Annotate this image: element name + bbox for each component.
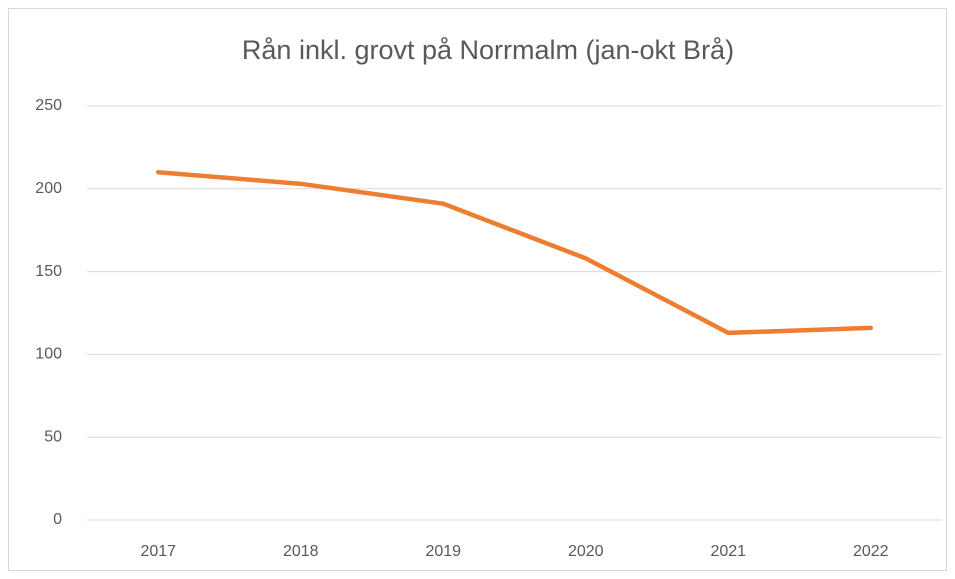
- y-tick-label: 100: [35, 346, 62, 363]
- y-tick-label: 200: [35, 180, 62, 197]
- chart-title: Rån inkl. grovt på Norrmalm (jan-okt Brå…: [242, 35, 734, 65]
- y-tick-label: 0: [53, 511, 62, 528]
- y-tick-label: 150: [35, 263, 62, 280]
- x-tick-label: 2022: [853, 543, 889, 560]
- y-tick-label: 50: [44, 428, 62, 445]
- x-tick-label: 2018: [283, 543, 319, 560]
- x-tick-label: 2021: [710, 543, 746, 560]
- chart-frame: [8, 8, 947, 571]
- y-tick-label: 250: [35, 97, 62, 114]
- data-line: [156, 169, 873, 336]
- x-tick-label: 2019: [425, 543, 461, 560]
- x-tick-label: 2020: [568, 543, 604, 560]
- x-tick-label: 2017: [140, 543, 176, 560]
